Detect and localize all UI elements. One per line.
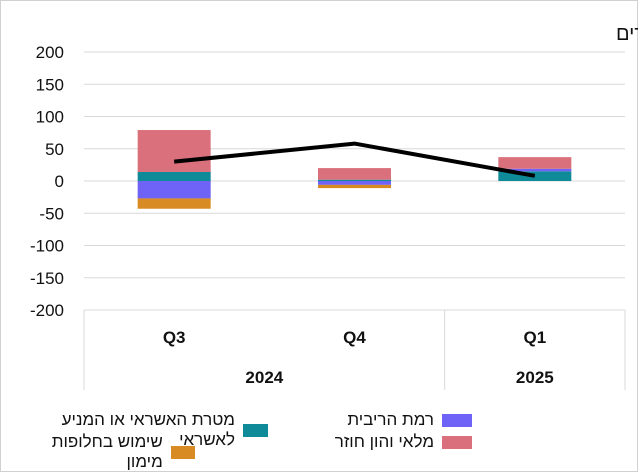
bars [137, 130, 572, 209]
legend-swatch [442, 435, 472, 449]
bar-segment [318, 184, 391, 189]
legend-label: מטרת האשראי או המניע לאשראי [61, 410, 235, 449]
legend-item-alt-financing: שימוש בחלופות מימון [40, 432, 195, 472]
x-tick-label: Q4 [343, 328, 366, 347]
x-axis: Q3 Q4 Q1 2024 2025 [83, 309, 626, 390]
year-label: 2024 [245, 368, 283, 387]
bar-segment [137, 171, 211, 181]
legend-swatch [442, 413, 472, 427]
legend-item-interest-rate: רמת הריבית [347, 410, 472, 430]
y-tick-label: -100 [30, 237, 64, 256]
legend-swatch [243, 423, 268, 437]
line-series [173, 141, 536, 178]
bar-segment [498, 168, 572, 172]
bar-segment [498, 171, 572, 181]
bar-segment [137, 181, 211, 199]
y-tick-label: 200 [36, 43, 64, 62]
legend-swatch [170, 445, 195, 459]
bar-segment [318, 181, 391, 185]
legend-item-credit-purpose: מטרת האשראי או המניע לאשראי [40, 410, 268, 450]
y-tick-label: 100 [36, 108, 64, 127]
y-tick-label: 150 [36, 75, 64, 94]
x-tick-label: Q3 [163, 328, 186, 347]
y-tick-label: -50 [39, 204, 64, 223]
y-tick-label: 0 [55, 172, 64, 191]
bar-segment [318, 179, 391, 181]
y-tick-label: -200 [30, 301, 64, 320]
bar-segment [318, 168, 391, 180]
y-tick-label: 50 [45, 140, 64, 159]
bar-segment [137, 130, 211, 172]
legend-label: מלאי והון חוזר [334, 432, 434, 451]
legend-label: רמת הריבית [347, 410, 434, 429]
legend: מטרת האשראי או המניע לאשראי רמת הריבית ש… [40, 408, 600, 471]
legend-item-inventory: מלאי והון חוזר [335, 432, 472, 452]
x-tick-label: Q1 [523, 328, 546, 347]
chart-title: עסקים קטנים וזעירים [616, 23, 638, 45]
y-tick-label: -150 [30, 269, 64, 288]
year-label: 2025 [516, 368, 554, 387]
legend-label: שימוש בחלופות מימון [51, 432, 163, 471]
bar-segment [137, 198, 211, 209]
bar-segment [498, 157, 572, 169]
y-axis: 200 150 100 50 0 -50 -100 -150 -200 [30, 43, 64, 320]
series-line [173, 141, 536, 178]
